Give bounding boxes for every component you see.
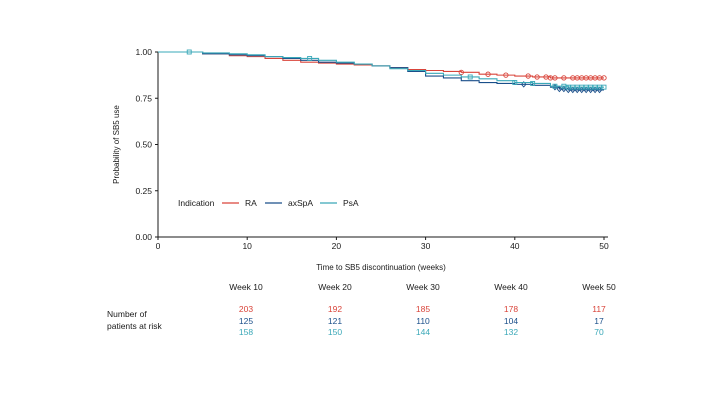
censor-mark-psa — [570, 84, 576, 90]
censor-mark-ra — [458, 69, 464, 76]
censor-mark-psa — [552, 83, 558, 89]
legend-entry-psa: PsA — [343, 198, 359, 208]
censor-mark-psa — [561, 83, 567, 89]
risk-table-week-header: Week 50 — [582, 282, 616, 292]
risk-count-axspa: 121 — [327, 315, 343, 326]
censor-mark-psa — [186, 49, 192, 55]
chart-legend: Indication RA axSpA PsA — [178, 198, 359, 208]
censor-mark-ra — [561, 75, 567, 81]
chart-curves — [158, 49, 607, 94]
risk-table-week-header: Week 20 — [318, 282, 352, 292]
risk-table-column: 117 17 70 — [559, 304, 639, 339]
censor-mark-psa — [583, 84, 589, 90]
risk-count-psa: 144 — [415, 327, 431, 337]
censor-mark-psa — [592, 84, 598, 90]
risk-count-psa: 70 — [594, 327, 604, 337]
y-tick-label: 0.25 — [135, 186, 152, 196]
risk-count-ra: 192 — [327, 304, 343, 314]
risk-count-psa: 158 — [238, 327, 254, 337]
censor-mark-ra — [525, 73, 531, 79]
risk-table-column: 185 110 144 — [383, 304, 463, 339]
risk-count-axspa: 125 — [238, 315, 254, 326]
censor-mark-ra — [503, 72, 509, 78]
risk-table-column: 192 121 150 — [295, 304, 375, 339]
risk-count-ra: 178 — [503, 304, 519, 314]
km-chart: 0 10 20 30 40 50 0.00 0.25 0.50 0.75 1.00 Time to S… — [112, 47, 609, 272]
legend-entry-ra: RA — [245, 198, 257, 208]
censor-mark-psa — [588, 84, 594, 90]
censor-mark-psa — [597, 84, 602, 90]
risk-count-axspa: 17 — [594, 315, 604, 326]
censor-mark-psa — [565, 84, 571, 90]
censor-mark-axspa — [556, 85, 563, 93]
risk-count-psa: 132 — [503, 327, 519, 337]
risk-table-label: Number of patients at risk — [107, 308, 162, 332]
y-tick-label: 0.75 — [135, 93, 152, 103]
x-tick-label: 50 — [599, 241, 609, 251]
y-tick-label: 0.50 — [135, 140, 152, 150]
censor-mark-psa — [574, 84, 580, 90]
risk-table-column: 203 125 158 — [206, 304, 286, 339]
censor-mark-ra — [552, 75, 558, 81]
y-tick-label: 0.00 — [135, 232, 152, 242]
series-line-psa — [158, 51, 604, 88]
risk-count-psa: 150 — [327, 327, 343, 337]
censor-mark-ra — [534, 74, 540, 80]
legend-title: Indication — [178, 198, 215, 208]
censor-mark-axspa — [520, 81, 527, 88]
risk-count-axspa: 104 — [503, 315, 519, 326]
risk-count-ra: 185 — [415, 304, 431, 314]
censor-mark-psa — [512, 80, 518, 85]
risk-table-column: 178 104 132 — [471, 304, 551, 339]
series-line-ra — [158, 51, 604, 79]
risk-count-axspa: 110 — [416, 315, 430, 326]
censor-mark-psa — [307, 56, 313, 61]
censor-mark-psa — [530, 80, 536, 86]
x-axis-title: Time to SB5 discontinuation (weeks) — [316, 263, 446, 272]
series-line-axspa — [158, 51, 604, 91]
censor-mark-ra — [485, 71, 491, 77]
risk-table-label-line2: patients at risk — [107, 321, 162, 331]
x-tick-label: 40 — [510, 241, 520, 251]
y-tick-label: 1.00 — [135, 47, 152, 57]
risk-table-week-header: Week 40 — [494, 282, 528, 292]
risk-count-ra: 203 — [238, 304, 254, 314]
x-tick-label: 10 — [242, 241, 252, 251]
risk-table-week-header: Week 10 — [229, 282, 263, 292]
censor-mark-ra — [601, 75, 607, 81]
censor-mark-psa — [467, 74, 473, 80]
risk-count-ra: 117 — [592, 304, 606, 314]
legend-entry-axspa: axSpA — [288, 198, 313, 208]
chart-axes: 0 10 20 30 40 50 0.00 0.25 0.50 0.75 1.00 Time to S… — [112, 47, 609, 272]
risk-table-label-line1: Number of — [107, 309, 147, 319]
x-tick-label: 20 — [332, 241, 342, 251]
censor-mark-psa — [579, 84, 585, 90]
risk-table-week-header: Week 30 — [406, 282, 440, 292]
x-tick-label: 30 — [421, 241, 431, 251]
x-tick-label: 0 — [156, 241, 161, 251]
censor-mark-psa — [601, 84, 607, 90]
y-axis-title: Probability of SB5 use — [112, 105, 121, 184]
